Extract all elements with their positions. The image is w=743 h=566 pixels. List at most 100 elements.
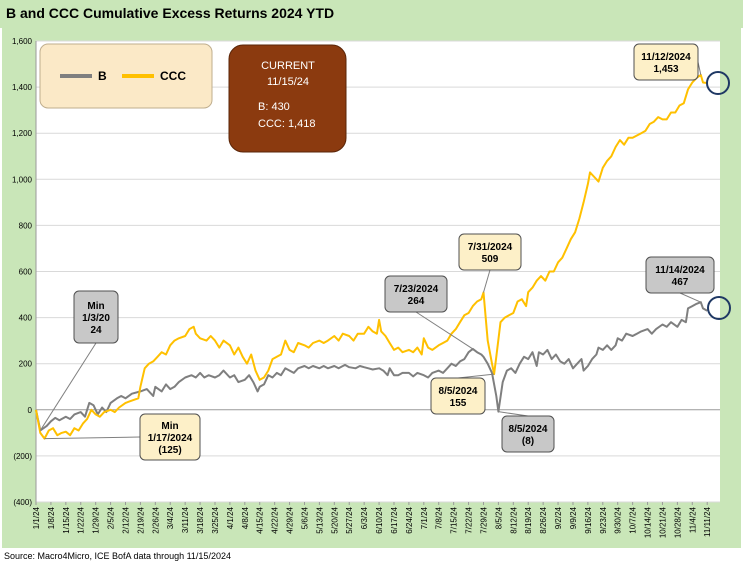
- x-tick-label: 4/8/24: [241, 506, 250, 529]
- callout-box: [73, 290, 119, 344]
- x-tick-label: 6/17/24: [390, 506, 399, 533]
- callout-leader: [482, 269, 491, 293]
- x-tick-label: 9/30/24: [614, 506, 623, 533]
- x-tick-label: 8/19/24: [524, 506, 533, 533]
- callout-box: [501, 415, 555, 453]
- current-box-bg: [228, 44, 347, 153]
- callout-text: 1,453: [653, 64, 678, 75]
- x-tick-label: 1/22/24: [77, 506, 86, 533]
- y-tick-label: (400): [13, 498, 32, 507]
- x-tick-label: 3/25/24: [211, 506, 220, 533]
- x-tick-label: 2/26/24: [151, 506, 160, 533]
- callout-leader: [415, 311, 474, 350]
- legend-label-ccc: CCC: [160, 69, 186, 83]
- x-tick-label: 7/29/24: [479, 506, 488, 533]
- callout-text: 1/3/20: [82, 313, 110, 324]
- callout-box: [430, 377, 486, 415]
- callout-box: [645, 256, 715, 294]
- b-end-circle: [707, 296, 731, 320]
- x-tick-label: 4/15/24: [256, 506, 265, 533]
- chart-title: B and CCC Cumulative Excess Returns 2024…: [6, 5, 335, 21]
- callout-text: Min: [161, 421, 178, 432]
- y-tick-label: 1,200: [12, 129, 33, 138]
- x-tick-label: 3/11/24: [181, 506, 190, 533]
- callout-leader: [44, 436, 141, 440]
- callout-leader: [498, 411, 529, 417]
- x-tick-label: 9/2/24: [554, 506, 563, 529]
- x-tick-label: 9/23/24: [599, 506, 608, 533]
- x-tick-label: 9/9/24: [569, 506, 578, 529]
- callout-text: 7/23/2024: [394, 284, 439, 295]
- x-tick-label: 4/29/24: [286, 506, 295, 533]
- series-lines: [35, 73, 708, 440]
- title-bar: B and CCC Cumulative Excess Returns 2024…: [0, 0, 743, 28]
- callout-text: 7/31/2024: [468, 242, 513, 253]
- callout-leader: [679, 292, 702, 303]
- y-tick-label: 800: [19, 221, 33, 230]
- x-tick-label: 2/5/24: [107, 506, 116, 529]
- callout-box: [384, 275, 448, 313]
- callout-text: 155: [450, 398, 467, 409]
- callouts: Min1/3/2024Min1/17/2024(125)7/23/2024264…: [39, 43, 715, 461]
- x-tick-label: 8/5/24: [494, 506, 503, 529]
- x-tick-label: 1/29/24: [92, 506, 101, 533]
- callout-text: (125): [158, 445, 181, 456]
- series-line-ccc: [35, 73, 708, 440]
- callout-leader: [39, 342, 97, 431]
- x-tick-label: 11/4/24: [688, 506, 697, 533]
- y-axis: 1,600 1,400 1,200 1,000 800 600 400 200 0 (200) (4…: [12, 37, 37, 507]
- y-tick-label: 600: [19, 268, 33, 277]
- x-tick-label: 10/14/24: [644, 506, 653, 538]
- x-tick-label: 7/22/24: [465, 506, 474, 533]
- y-tick-label: (200): [13, 452, 32, 461]
- callout-text: 467: [672, 277, 689, 288]
- x-tick-label: 3/4/24: [166, 506, 175, 529]
- x-tick-label: 11/11/24: [703, 506, 712, 537]
- legend-label-b: B: [98, 69, 107, 83]
- x-tick-label: 8/26/24: [539, 506, 548, 533]
- x-tick-label: 10/7/24: [629, 506, 638, 533]
- current-date: 11/15/24: [267, 76, 309, 88]
- callout-text: 11/12/2024: [641, 52, 691, 63]
- x-tick-label: 2/19/24: [136, 506, 145, 533]
- series-line-b: [35, 301, 708, 432]
- x-tick-label: 4/22/24: [271, 506, 280, 533]
- callout-text: 1/17/2024: [148, 433, 193, 444]
- callout-text: (8): [522, 436, 534, 447]
- x-tick-label: 5/6/24: [300, 506, 309, 529]
- y-tick-label: 200: [19, 360, 33, 369]
- x-tick-label: 8/12/24: [509, 506, 518, 533]
- x-tick-label: 2/12/24: [121, 506, 130, 533]
- x-tick-label: 7/1/24: [420, 506, 429, 529]
- callout-box: [458, 233, 522, 271]
- callout-leader: [457, 373, 495, 379]
- callout-text: 11/14/2024: [655, 265, 705, 276]
- x-tick-label: 3/18/24: [196, 506, 205, 533]
- legend: B CCC: [39, 43, 213, 109]
- callout-text: 8/5/2024: [439, 386, 478, 397]
- x-tick-label: 6/3/24: [360, 506, 369, 529]
- x-tick-label: 10/21/24: [658, 506, 667, 538]
- callout-text: 264: [408, 296, 425, 307]
- y-tick-label: 1,600: [12, 37, 33, 46]
- y-tick-label: 1,000: [12, 175, 33, 184]
- x-tick-label: 5/20/24: [330, 506, 339, 533]
- x-axis: 1/1/24 1/8/24 1/15/24 1/22/24 1/29/24 2/5/24 2…: [32, 502, 712, 538]
- callout-text: Min: [87, 301, 104, 312]
- x-tick-label: 1/8/24: [47, 506, 56, 529]
- x-tick-label: 5/13/24: [315, 506, 324, 533]
- x-tick-label: 9/16/24: [584, 506, 593, 533]
- x-tick-label: 5/27/24: [345, 506, 354, 533]
- x-tick-label: 7/8/24: [435, 506, 444, 529]
- y-tick-label: 0: [28, 406, 33, 415]
- x-tick-label: 1/1/24: [32, 506, 41, 529]
- current-ccc-value: CCC: 1,418: [258, 118, 315, 130]
- x-tick-label: 10/28/24: [673, 506, 682, 538]
- callout-box: [633, 43, 699, 81]
- callout-text: 509: [482, 254, 499, 265]
- y-tick-label: 400: [19, 314, 33, 323]
- x-tick-label: 6/10/24: [375, 506, 384, 533]
- x-tick-label: 1/15/24: [62, 506, 71, 533]
- y-tick-label: 1,400: [12, 83, 33, 92]
